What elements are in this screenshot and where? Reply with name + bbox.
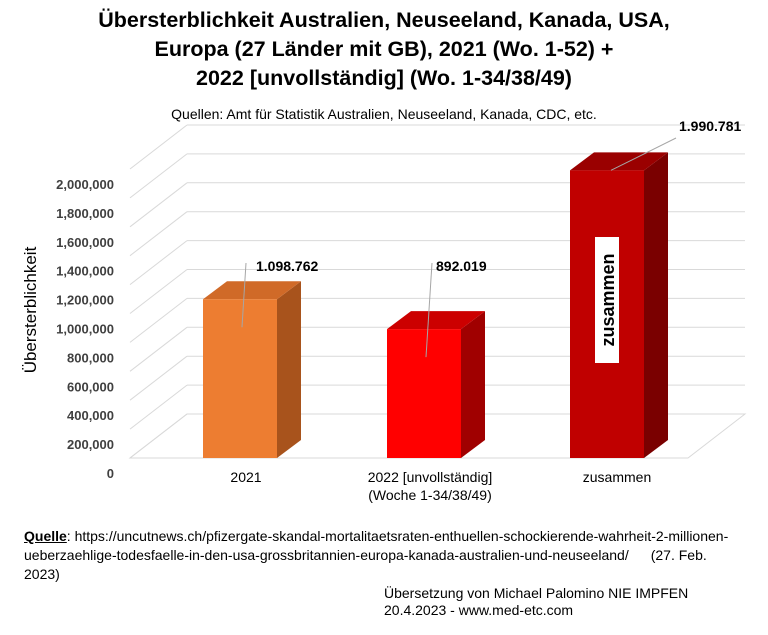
credit-line-2: 20.4.2023 - www.med-etc.com	[384, 602, 574, 618]
title-line-3: 2022 [unvollständig] (Wo. 1-34/38/49)	[196, 66, 572, 90]
inner-label-text: zusammen	[598, 253, 618, 346]
bar-front	[203, 299, 277, 458]
y-tick-label: 1,200,000	[56, 293, 114, 308]
x-tick-label: 2022 [unvollständig]	[368, 469, 493, 485]
gridline-side	[129, 326, 188, 372]
leader-line	[610, 137, 677, 171]
gridline-side	[129, 384, 188, 430]
y-axis-label: Übersterblichkeit	[21, 246, 40, 373]
bar-top	[203, 281, 301, 300]
bar-inner-label: zusammen	[595, 237, 619, 363]
bars	[203, 152, 668, 458]
y-tick-label: 200,000	[67, 437, 114, 452]
y-tick-label: 0	[107, 466, 114, 481]
credit-line-1: Übersetzung von Michael Palomino NIE IMP…	[384, 585, 689, 601]
bar-top	[570, 152, 668, 171]
y-tick-labels: 0 200,000 400,000 600,000 800,000 1,000,000 1,…	[56, 177, 114, 481]
x-tick-labels: 2021 2022 [unvollständig] (Woche 1-34/38/4…	[230, 469, 651, 503]
y-tick-label: 1,000,000	[56, 322, 114, 337]
x-tick-label: zusammen	[583, 469, 651, 485]
gridline-side	[129, 153, 188, 199]
x-tick-label: 2021	[230, 469, 261, 485]
source-note: Quelle: https://uncutnews.ch/pfizergate-…	[24, 527, 744, 584]
data-label: 1.098.762	[256, 258, 318, 274]
y-tick-label: 1,600,000	[56, 235, 114, 250]
bar	[203, 281, 301, 458]
gridline-side	[129, 355, 188, 401]
bar	[387, 311, 485, 458]
bar-side	[461, 311, 485, 458]
y-tick-label: 1,400,000	[56, 264, 114, 279]
title-line-2: Europa (27 Länder mit GB), 2021 (Wo. 1-5…	[154, 37, 614, 61]
translation-credit: Übersetzung von Michael Palomino NIE IMP…	[384, 585, 688, 619]
data-labels: 1.098.762 892.019 1.990.781 zusammen	[241, 118, 741, 363]
title-line-1: Übersterblichkeit Australien, Neuseeland…	[98, 8, 670, 32]
gridline-side	[129, 269, 188, 314]
y-tick-label: 400,000	[67, 408, 114, 423]
inner-label-box	[595, 237, 619, 363]
data-label: 892.019	[436, 258, 487, 274]
gridline-side	[129, 182, 188, 228]
bar-side	[277, 281, 301, 458]
y-tick-label: 2,000,000	[56, 177, 114, 192]
bar-front	[387, 329, 461, 458]
source-date: (27. Feb. 2023)	[24, 547, 707, 582]
bar-chart: 0 200,000 400,000 600,000 800,000 1,000,000 1,…	[21, 118, 747, 503]
bar-top	[387, 311, 485, 330]
gridline-side	[129, 240, 188, 285]
leader-line	[241, 262, 247, 328]
floor	[128, 413, 747, 459]
bar-side	[644, 152, 668, 458]
data-label: 1.990.781	[679, 118, 741, 134]
gridline-side	[129, 124, 188, 170]
x-tick-label: (Woche 1-34/38/49)	[368, 487, 491, 503]
source-url[interactable]: : https://uncutnews.ch/pfizergate-skanda…	[24, 528, 729, 563]
y-tick-label: 600,000	[67, 379, 114, 394]
chart-title: Übersterblichkeit Australien, Neuseeland…	[0, 6, 768, 93]
gridline-side	[129, 298, 188, 343]
y-tick-label: 1,800,000	[56, 206, 114, 221]
leader-line	[425, 262, 433, 358]
gridline-side	[129, 211, 188, 257]
source-label: Quelle	[24, 528, 67, 544]
chart-subtitle: Quellen: Amt für Statistik Australien, N…	[171, 106, 597, 122]
y-tick-label: 800,000	[67, 350, 114, 365]
